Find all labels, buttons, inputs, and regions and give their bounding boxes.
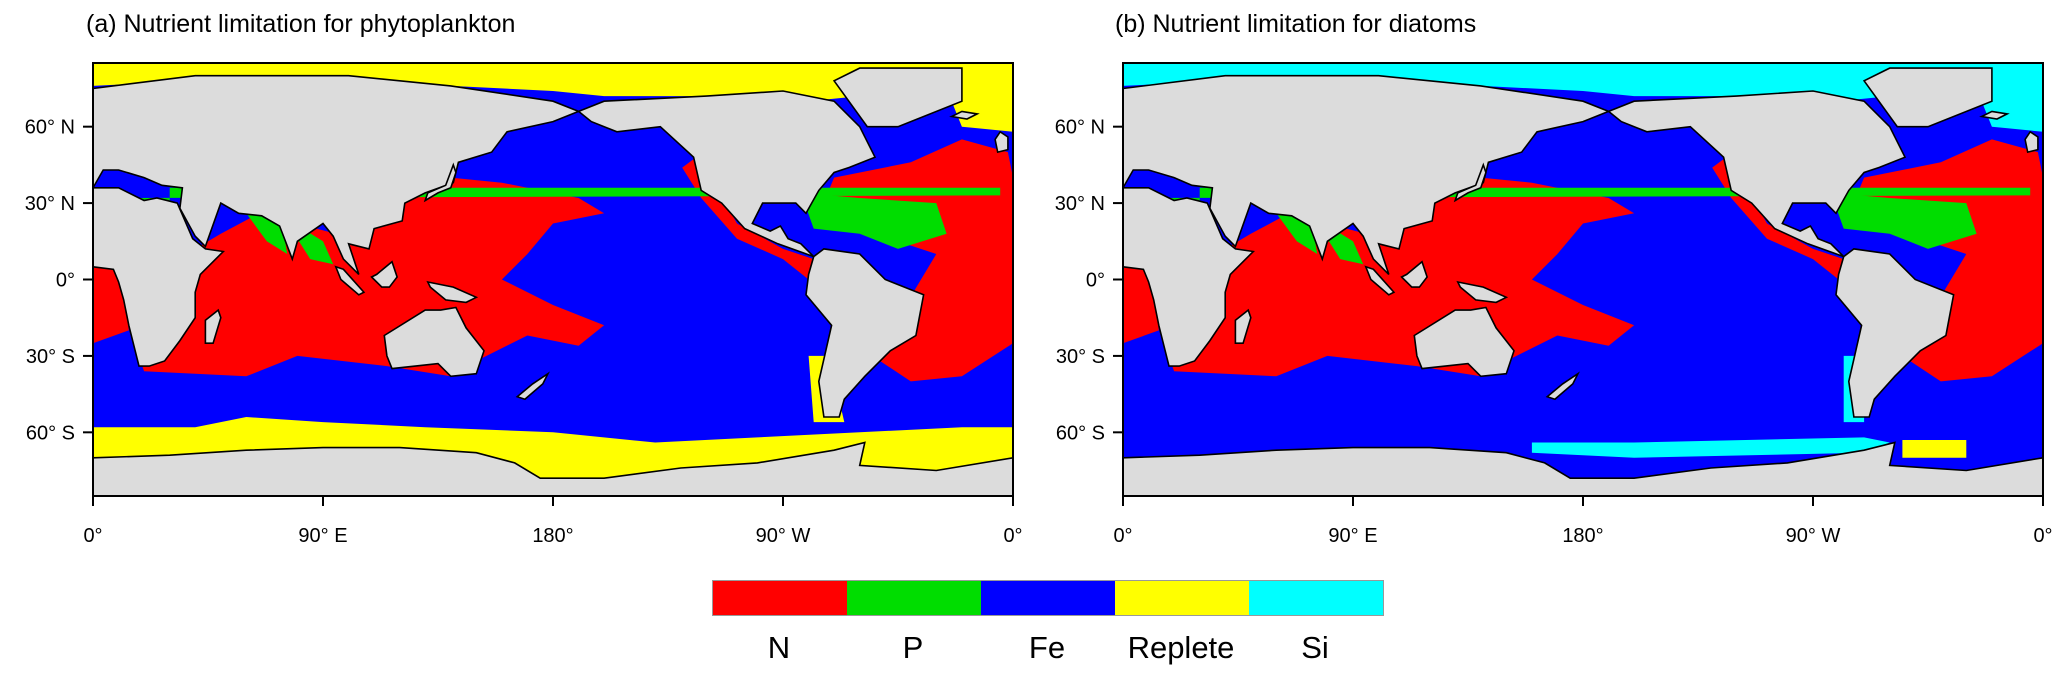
swatch-si	[1249, 581, 1383, 615]
y-tick-label: 0°	[1086, 270, 1105, 292]
region-antarctic-coast-si	[1531, 437, 1890, 458]
land-antarctica	[93, 441, 1013, 496]
colorbar-labels: N P Fe Replete Si	[712, 630, 1382, 666]
land-iceland	[1979, 110, 2010, 120]
land-americas-north	[1607, 90, 1907, 258]
x-tick-label: 0°	[1003, 525, 1022, 547]
land-new-guinea	[426, 280, 479, 304]
y-tick-label: 0°	[56, 270, 75, 292]
panel-b-title: (b) Nutrient limitation for diatoms	[1115, 10, 1477, 38]
land-madagascar	[1234, 308, 1252, 344]
y-tick-label: 60° N	[1055, 117, 1105, 139]
land-new-zealand	[1545, 371, 1580, 401]
legend-label-replete: Replete	[1127, 630, 1235, 665]
land-antarctica	[1123, 441, 2043, 496]
panel-a-title: (a) Nutrient limitation for phytoplankto…	[86, 10, 516, 38]
legend-label-n: N	[767, 630, 791, 665]
x-tick-label: 90° W	[1786, 525, 1841, 547]
region-p-subtropical-atlantic	[800, 192, 947, 249]
land-new-guinea	[1456, 280, 1509, 304]
land-sumatra	[1364, 265, 1396, 296]
y-tick-label: 30° N	[25, 193, 75, 215]
region-fe-subarctic	[450, 139, 697, 173]
region-weddell-replete	[1902, 440, 1967, 458]
land-africa	[1123, 187, 1255, 367]
panel-a-map: 0° 90° E 180° 90° W 0° 60° N 30° N 0° 30° S 60° S	[25, 62, 1023, 547]
x-tick-label: 90° E	[1328, 525, 1377, 547]
land-new-zealand	[515, 371, 550, 401]
legend-label-si: Si	[1301, 630, 1329, 665]
land-japan	[423, 162, 457, 203]
y-tick-label: 30° S	[26, 346, 75, 368]
panel-b-map: 0° 90° E 180° 90° W 0° 60° N 30° N 0° 30° S 60° S	[1055, 62, 2053, 547]
region-p-bengal	[297, 228, 334, 265]
region-fe-subarctic	[1480, 139, 1727, 173]
land-australia	[1413, 306, 1515, 378]
swatch-replete	[1115, 581, 1249, 615]
region-n-indo-pacific	[1148, 177, 1635, 377]
land-australia	[383, 306, 485, 378]
legend-label-p: P	[902, 630, 924, 665]
land-americas-south	[805, 248, 925, 418]
land-uk	[2024, 130, 2039, 154]
legend-label-fe: Fe	[1028, 630, 1066, 665]
land-africa	[93, 187, 225, 367]
region-p-subtropical-atlantic	[1830, 192, 1977, 249]
y-tick-label: 60° S	[1056, 422, 1105, 444]
land-greenland	[1862, 67, 1993, 128]
y-tick-label: 60° N	[25, 117, 75, 139]
y-tick-label: 30° S	[1056, 346, 1105, 368]
land-madagascar	[204, 308, 222, 344]
land-greenland	[832, 67, 963, 128]
land-borneo	[370, 260, 398, 288]
colorbar	[712, 580, 1384, 616]
x-tick-label: 0°	[2033, 525, 2052, 547]
y-tick-label: 30° N	[1055, 193, 1105, 215]
x-tick-label: 180°	[1562, 525, 1603, 547]
x-tick-label: 90° W	[756, 525, 811, 547]
x-tick-label: 0°	[1113, 525, 1132, 547]
x-tick-label: 180°	[532, 525, 573, 547]
region-n-indo-pacific	[118, 177, 605, 377]
land-uk	[994, 130, 1009, 154]
swatch-fe	[981, 581, 1115, 615]
land-americas-south	[1835, 248, 1955, 418]
swatch-p	[847, 581, 981, 615]
swatch-n	[713, 581, 847, 615]
region-p-bengal	[1327, 228, 1364, 265]
land-sumatra	[334, 265, 366, 296]
land-borneo	[1400, 260, 1428, 288]
y-tick-label: 60° S	[26, 422, 75, 444]
land-japan	[1453, 162, 1487, 203]
land-iceland	[949, 110, 980, 120]
x-tick-label: 90° E	[298, 525, 347, 547]
land-americas-north	[577, 90, 877, 258]
x-tick-label: 0°	[83, 525, 102, 547]
